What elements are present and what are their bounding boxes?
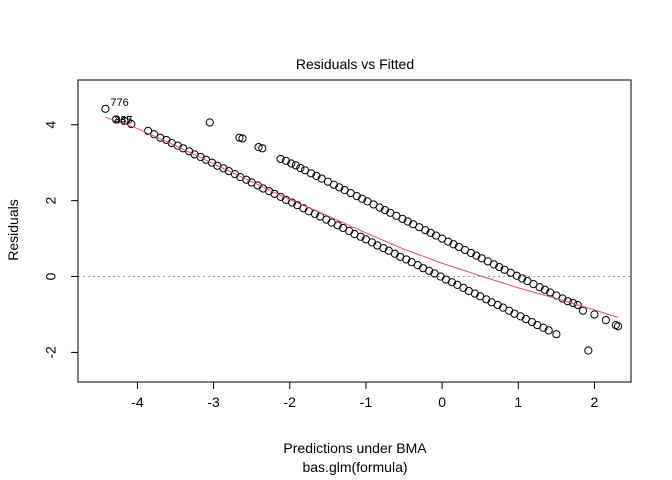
- upper-point-2: [120, 116, 129, 126]
- lower-point-49: [425, 266, 434, 275]
- y-axis-label: Residuals: [5, 199, 21, 260]
- outlier-label-447: 447: [114, 114, 132, 126]
- lower-point-59: [482, 295, 491, 304]
- outlier-label-335: 335: [114, 114, 132, 126]
- lower-point-37: [356, 232, 365, 241]
- x-tick-label-5: 1: [514, 394, 522, 410]
- y-tick-label-1: 0: [43, 272, 59, 280]
- upper-point-27: [375, 203, 384, 212]
- axes-layer: -4 -3 -2 -1 0 1 2 -2 0 2 4: [43, 79, 632, 410]
- lower-point-39: [367, 238, 377, 247]
- upper-point-23: [352, 191, 361, 201]
- upper-point-40: [449, 240, 458, 249]
- x-tick-label-1: -3: [207, 394, 220, 410]
- lower-point-5: [173, 141, 182, 150]
- upper-point-8: [258, 144, 267, 153]
- upper-point-39: [444, 237, 453, 246]
- lower-point-61: [493, 300, 502, 310]
- lower-point-69: [539, 323, 548, 332]
- lower-point-33: [333, 221, 342, 230]
- upper-point-3: [127, 119, 136, 129]
- outlier-label-776: 776: [110, 97, 128, 109]
- upper-point-65: [601, 316, 610, 325]
- points-layer: [101, 104, 623, 355]
- x-tick-label-0: -4: [131, 394, 144, 410]
- plot-frame: [77, 79, 632, 383]
- upper-point-51: [512, 271, 521, 280]
- upper-point-59: [558, 294, 567, 303]
- y-tick-label-3: 4: [43, 121, 59, 129]
- lower-point-53: [447, 278, 457, 287]
- upper-point-4: [205, 118, 214, 127]
- lower-point-9: [196, 152, 205, 162]
- upper-point-52: [517, 274, 527, 283]
- lower-point-45: [402, 255, 411, 264]
- upper-point-12: [291, 161, 300, 170]
- x-tick-label-4: 0: [438, 394, 446, 410]
- lower-point-63: [505, 306, 514, 315]
- upper-point-16: [312, 171, 321, 181]
- smooth-line: [105, 116, 619, 318]
- chart-title: Residuals vs Fitted: [296, 56, 414, 72]
- x-axis-subtitle: bas.glm(formula): [302, 459, 407, 475]
- lower-point-57: [470, 289, 479, 298]
- upper-point-9: [276, 154, 285, 164]
- smooth-line-layer: [105, 116, 619, 318]
- lower-point-70: [544, 326, 553, 335]
- upper-point-19: [329, 180, 339, 189]
- upper-point-31: [398, 214, 407, 223]
- y-tick-label-2: 2: [43, 197, 59, 205]
- upper-point-56: [540, 285, 550, 294]
- upper-point-5: [235, 133, 244, 142]
- upper-point-43: [466, 248, 476, 258]
- lower-point-17: [242, 175, 251, 184]
- upper-point-48: [495, 262, 504, 272]
- x-tick-label-6: 2: [591, 394, 599, 410]
- lower-point-72: [584, 346, 593, 355]
- upper-point-36: [426, 228, 435, 237]
- x-tick-label-2: -2: [284, 394, 297, 410]
- upper-point-7: [254, 143, 263, 152]
- upper-point-32: [403, 217, 412, 226]
- upper-point-44: [472, 251, 481, 260]
- lower-point-13: [219, 164, 228, 173]
- lower-point-0: [143, 126, 153, 135]
- upper-point-6: [238, 134, 247, 143]
- y-tick-label-0: -2: [43, 346, 59, 359]
- upper-point-10: [281, 156, 291, 165]
- upper-point-62: [573, 300, 582, 310]
- lower-point-43: [390, 249, 399, 258]
- lower-point-31: [322, 215, 331, 224]
- upper-point-47: [489, 260, 498, 269]
- lower-point-67: [527, 317, 537, 327]
- upper-point-67: [613, 322, 623, 331]
- upper-point-0: [101, 104, 110, 113]
- upper-point-64: [590, 310, 599, 319]
- lower-point-35: [345, 226, 354, 236]
- upper-point-63: [578, 306, 588, 315]
- lower-point-55: [459, 283, 468, 293]
- lower-point-65: [516, 312, 525, 321]
- lower-point-47: [413, 261, 422, 270]
- upper-point-55: [535, 283, 544, 292]
- upper-point-61: [569, 298, 578, 308]
- x-tick-label-3: -1: [360, 394, 373, 410]
- upper-point-20: [335, 183, 344, 192]
- upper-point-11: [287, 159, 296, 168]
- upper-point-35: [421, 226, 430, 235]
- lower-point-41: [379, 243, 388, 253]
- upper-point-13: [296, 163, 305, 173]
- upper-point-24: [358, 194, 367, 203]
- lower-point-71: [552, 330, 561, 339]
- upper-point-15: [306, 169, 316, 178]
- x-axis-label: Predictions under BMA: [283, 440, 427, 456]
- upper-point-28: [380, 206, 390, 215]
